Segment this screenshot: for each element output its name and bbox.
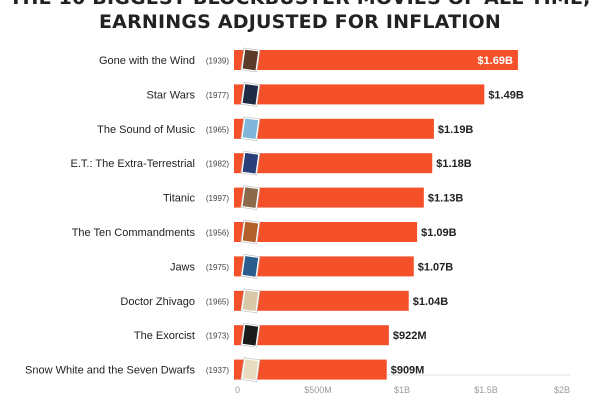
poster-art [242, 49, 259, 71]
movie-year-label: (1965) [206, 297, 229, 306]
movie-poster-icon [240, 219, 261, 245]
bar-value-label: $1.09B [421, 227, 457, 239]
movie-year-label: (1977) [206, 91, 229, 100]
bar [234, 325, 389, 346]
chart-title-line-2: EARNINGS ADJUSTED FOR INFLATION [98, 11, 501, 33]
movie-year-label: (1997) [206, 194, 229, 203]
bar [234, 222, 418, 242]
bar-value-label: $1.18B [436, 158, 472, 170]
movie-title-label: Doctor Zhivago [120, 296, 195, 308]
bar-value-label: $1.04B [413, 296, 449, 308]
bar-value-label: $909M [391, 365, 425, 377]
poster-art [242, 84, 259, 105]
poster-art [242, 290, 259, 312]
movie-year-label: (1937) [206, 366, 229, 375]
poster-art [242, 221, 259, 243]
movie-poster-icon [240, 82, 261, 107]
bar-value-label: $1.07B [418, 261, 454, 273]
poster-art [242, 359, 259, 380]
poster-art [242, 118, 259, 140]
bar [234, 153, 433, 174]
movie-year-label: (1982) [206, 160, 229, 169]
x-tick-label: 0 [235, 385, 240, 395]
movie-poster-icon [240, 357, 261, 382]
movie-title-label: Titanic [163, 193, 195, 205]
movie-poster-icon [240, 322, 261, 348]
movie-year-label: (1975) [206, 263, 229, 272]
movie-poster-icon [240, 116, 261, 142]
movie-title-label: The Ten Commandments [72, 227, 196, 239]
movie-title-label: E.T.: The Extra-Terrestrial [71, 158, 196, 170]
bar-value-label: $1.69B [477, 55, 513, 67]
movie-title-label: The Sound of Music [97, 124, 195, 136]
movie-title-label: Star Wars [147, 89, 196, 101]
movie-year-label: (1965) [206, 125, 229, 134]
bar [234, 290, 409, 311]
bar-value-label: $922M [393, 330, 427, 342]
x-tick-label: $2B [554, 385, 570, 395]
bar [234, 84, 485, 105]
poster-art [242, 324, 259, 346]
movie-title-label: Snow White and the Seven Dwarfs [25, 365, 195, 377]
x-tick-label: $500M [304, 385, 332, 395]
movie-poster-icon [240, 185, 261, 210]
bar-value-label: $1.19B [438, 124, 474, 136]
movie-title-label: The Exorcist [134, 330, 195, 342]
x-tick-label: $1.5B [474, 385, 498, 395]
bar-value-label: $1.49B [488, 89, 524, 101]
bar [234, 118, 434, 139]
movie-poster-icon [240, 47, 261, 73]
movie-poster-icon [240, 288, 261, 314]
bar [234, 256, 414, 277]
movie-title-label: Jaws [170, 261, 196, 273]
movie-year-label: (1956) [206, 229, 229, 238]
poster-art [242, 256, 259, 277]
poster-art [242, 187, 259, 208]
bar-value-label: $1.13B [428, 193, 464, 205]
chart-title-line-1: THE 10 BIGGEST BLOCKBUSTER MOVIES OF ALL… [0, 0, 600, 10]
movie-poster-icon [240, 254, 261, 279]
bar [234, 359, 387, 380]
chart-title: THE 10 BIGGEST BLOCKBUSTER MOVIES OF ALL… [0, 0, 600, 34]
movie-title-label: Gone with the Wind [99, 55, 195, 67]
bar [234, 187, 424, 208]
movie-year-label: (1973) [206, 332, 229, 341]
bar [234, 50, 518, 70]
poster-art [242, 152, 259, 174]
movie-year-label: (1939) [206, 57, 229, 66]
movie-poster-icon [240, 150, 261, 176]
x-tick-label: $1B [394, 385, 410, 395]
